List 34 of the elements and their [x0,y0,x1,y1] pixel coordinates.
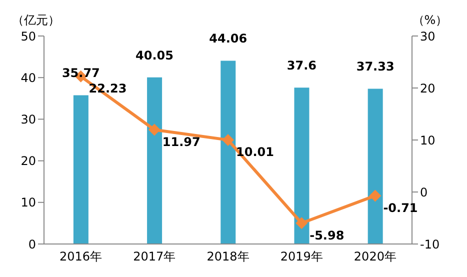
bar [220,60,236,244]
y-tick-label: 10 [20,196,36,210]
data-label: -5.98 [310,228,344,242]
bar [294,88,310,244]
y2-tick-label: 20 [420,81,436,96]
bar [147,77,162,244]
x-tick-label: 2018年 [206,250,250,264]
bar [368,88,383,244]
point [369,190,382,202]
y2-tick-label: 0 [420,185,428,200]
x-tick-label: 2020年 [354,250,396,264]
y-tick-label: 30 [20,112,36,126]
y2-tick-label: 10 [420,133,436,148]
y-tick-label: 50 [20,29,36,44]
y2-axis-title: （%） [412,13,448,27]
point [296,217,308,230]
y-axis-title: （亿元） [12,13,60,27]
y-tick-label: 0 [28,237,36,252]
y-tick-label: 40 [20,70,36,85]
data-label: 40.05 [136,48,174,62]
point [222,134,234,146]
y2-tick-label: -10 [420,237,440,252]
data-label: 37.33 [356,60,394,74]
x-tick-label: 2016年 [60,250,102,264]
data-label: 44.06 [209,32,248,46]
bar [73,95,88,244]
data-label: -0.71 [383,200,418,215]
data-label: 37.6 [286,58,317,73]
data-label: 11.97 [162,135,200,150]
point [148,124,160,136]
x-tick-label: 2017年 [133,250,176,264]
x-tick-label: 2019年 [280,250,323,264]
y2-tick-label: 30 [420,29,436,44]
y-tick-label: 20 [20,154,36,168]
